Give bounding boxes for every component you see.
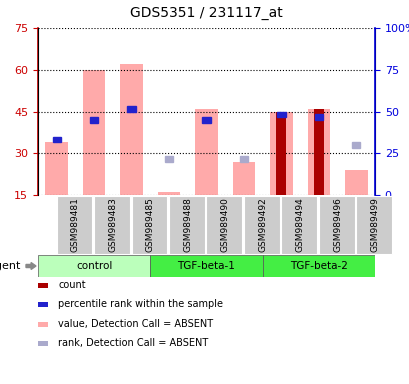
- Bar: [38, 255, 150, 277]
- Bar: [270, 111, 292, 195]
- Bar: [239, 156, 247, 162]
- Text: value, Detection Call = ABSENT: value, Detection Call = ABSENT: [58, 319, 213, 329]
- Text: GDS5351 / 231117_at: GDS5351 / 231117_at: [130, 6, 282, 20]
- Text: GSM989494: GSM989494: [295, 197, 304, 252]
- Bar: [38, 322, 48, 326]
- Bar: [232, 162, 254, 195]
- Bar: [276, 111, 285, 117]
- Bar: [38, 303, 48, 307]
- Bar: [281, 196, 317, 254]
- Bar: [38, 283, 48, 288]
- Text: GSM989481: GSM989481: [71, 197, 80, 252]
- Bar: [90, 117, 98, 122]
- Bar: [313, 109, 323, 195]
- Bar: [56, 196, 92, 254]
- Bar: [127, 106, 135, 111]
- Bar: [150, 255, 262, 277]
- Bar: [318, 196, 354, 254]
- Bar: [83, 70, 105, 195]
- Bar: [164, 156, 173, 162]
- Bar: [206, 196, 242, 254]
- Bar: [202, 117, 210, 122]
- Text: control: control: [76, 261, 112, 271]
- Bar: [262, 255, 374, 277]
- Bar: [52, 137, 61, 142]
- Bar: [94, 196, 130, 254]
- Bar: [131, 196, 167, 254]
- Bar: [157, 192, 180, 195]
- Bar: [38, 341, 48, 346]
- Bar: [120, 64, 142, 195]
- Bar: [45, 142, 68, 195]
- Text: GSM989496: GSM989496: [332, 197, 341, 252]
- Text: GSM989499: GSM989499: [370, 197, 379, 252]
- Bar: [169, 196, 204, 254]
- Bar: [307, 109, 329, 195]
- Text: TGF-beta-1: TGF-beta-1: [177, 261, 235, 271]
- Text: GSM989483: GSM989483: [108, 197, 117, 252]
- Text: GSM989485: GSM989485: [146, 197, 155, 252]
- Text: GSM989488: GSM989488: [183, 197, 192, 252]
- Text: agent: agent: [0, 261, 20, 271]
- Text: percentile rank within the sample: percentile rank within the sample: [58, 299, 222, 309]
- Text: GSM989490: GSM989490: [220, 197, 229, 252]
- Bar: [351, 142, 360, 148]
- Text: TGF-beta-2: TGF-beta-2: [289, 261, 347, 271]
- Bar: [195, 109, 217, 195]
- Text: GSM989492: GSM989492: [258, 197, 267, 252]
- Bar: [344, 170, 366, 195]
- Bar: [276, 111, 286, 195]
- Bar: [314, 114, 322, 120]
- Bar: [243, 196, 279, 254]
- Text: rank, Detection Call = ABSENT: rank, Detection Call = ABSENT: [58, 338, 208, 348]
- Text: count: count: [58, 280, 85, 290]
- Bar: [355, 196, 391, 254]
